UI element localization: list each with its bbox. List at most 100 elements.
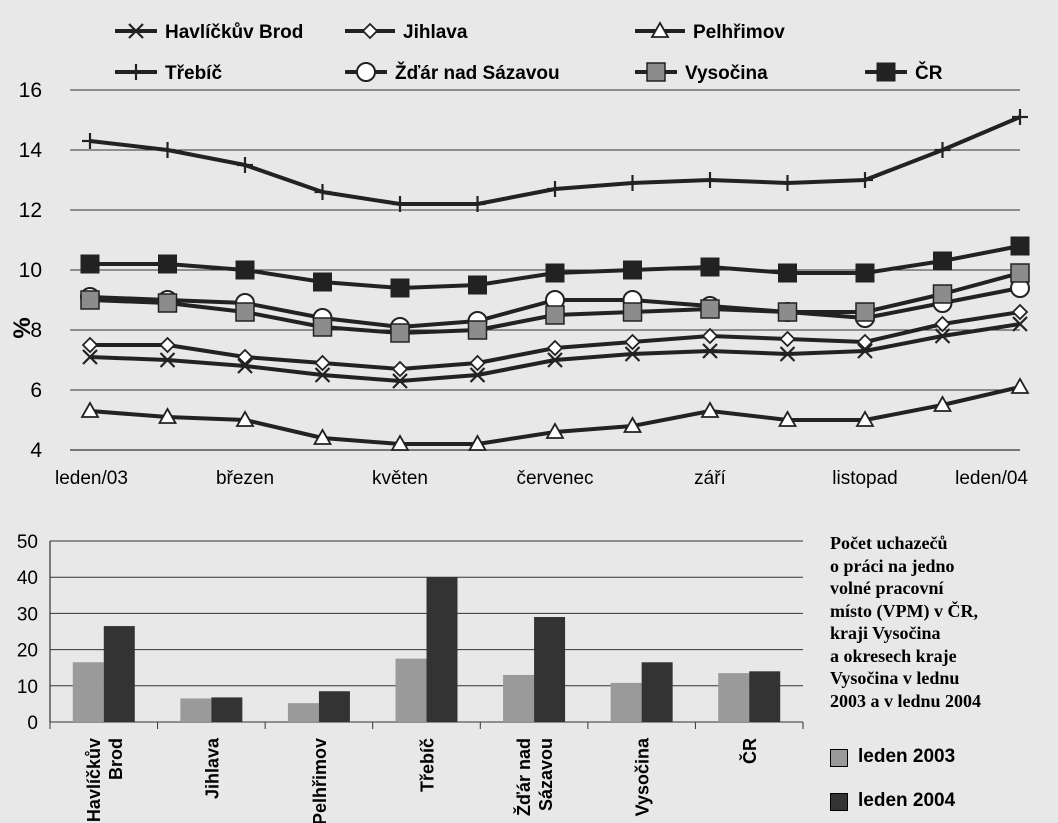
- data-point: [547, 181, 563, 197]
- data-point: [314, 354, 331, 372]
- x-tick-label: Žďár nad: [513, 738, 534, 816]
- y-tick-label: 10: [17, 677, 38, 698]
- x-tick-label: Vysočina: [633, 737, 653, 816]
- data-point: [779, 346, 796, 362]
- data-point: [702, 343, 718, 359]
- data-point: [779, 175, 796, 191]
- x-tick-label: březen: [216, 468, 274, 489]
- legend-label: Žďár nad Sázavou: [395, 62, 560, 84]
- bar-chart-title: Počet uchazečů o práci na jedno volné prac…: [830, 532, 1050, 712]
- data-point: [778, 263, 797, 283]
- legend-swatch-2004: [830, 793, 848, 811]
- x-tick-label: listopad: [832, 468, 898, 489]
- data-point: [624, 346, 641, 362]
- data-point: [80, 401, 100, 418]
- data-point: [701, 327, 719, 345]
- bar-2003: [395, 658, 427, 722]
- x-tick-label: Pelhřimov: [310, 738, 330, 823]
- data-point: [237, 358, 253, 374]
- data-point: [235, 260, 255, 280]
- data-point: [159, 336, 176, 354]
- data-point: [855, 263, 875, 283]
- data-point: [624, 333, 641, 351]
- data-point: [1011, 303, 1029, 321]
- data-point: [777, 302, 798, 322]
- data-point: [700, 257, 720, 277]
- data-point: [313, 272, 332, 292]
- bar-title-line: 2003 a v lednu 2004: [830, 690, 982, 711]
- data-point: [932, 284, 953, 304]
- data-point: [469, 196, 486, 212]
- data-point: [159, 142, 176, 158]
- legend-item-pelhrimov: Pelhřimov: [635, 21, 785, 43]
- data-point: [934, 328, 951, 344]
- legend-marker: [361, 22, 379, 40]
- x-tick-label: červenec: [516, 468, 593, 489]
- legend-label: Pelhřimov: [693, 22, 785, 43]
- series-trebic: [82, 109, 1028, 212]
- x-tick-label: Havlíčkův: [84, 738, 104, 822]
- bar-2004: [103, 626, 135, 722]
- data-point: [545, 263, 565, 283]
- data-point: [392, 196, 408, 212]
- bar-2004: [749, 671, 781, 722]
- data-point: [702, 172, 718, 188]
- bar-title-line: kraji Vysočina: [830, 623, 941, 643]
- y-tick-label: 6: [30, 379, 42, 402]
- legend-item-jihlava: Jihlava: [345, 22, 468, 43]
- line-chart: 4 6 8 10 12 14 16% leden/03 březen květen červenec…: [9, 79, 1030, 489]
- x-tick-label: květen: [372, 468, 428, 489]
- data-point: [1012, 316, 1028, 332]
- data-point: [81, 336, 99, 354]
- legend-marker: [650, 21, 670, 38]
- data-point: [700, 401, 720, 418]
- bar-2004: [211, 697, 243, 722]
- bar-title-line: o práci na jedno: [830, 555, 955, 576]
- x-tick-label: ČR: [739, 738, 760, 764]
- data-point: [777, 410, 798, 427]
- data-point: [1010, 236, 1030, 256]
- y-tick-label: 0: [27, 713, 38, 734]
- data-point: [80, 254, 100, 274]
- data-point: [932, 395, 953, 412]
- x-tick-label: září: [694, 468, 726, 489]
- y-axis-label: %: [9, 317, 36, 338]
- legend-marker: [128, 23, 144, 39]
- x-tick-label: Brod: [106, 738, 126, 780]
- data-point: [547, 352, 563, 368]
- data-point: [80, 290, 100, 310]
- data-point: [469, 367, 486, 383]
- data-point: [235, 302, 255, 322]
- data-point: [314, 367, 331, 383]
- legend-label: Jihlava: [403, 22, 468, 43]
- legend-marker: [646, 62, 666, 82]
- data-point: [157, 407, 178, 424]
- y-tick-label: 20: [17, 641, 38, 662]
- data-point: [1010, 263, 1030, 283]
- legend-marker: [128, 64, 144, 80]
- series-vysocina: [80, 263, 1030, 343]
- data-point: [934, 315, 951, 333]
- legend-item-vysocina: Vysočina: [635, 62, 768, 84]
- bar-2004: [318, 691, 350, 722]
- legend-item-2003: leden 2003: [830, 745, 1050, 771]
- data-point: [390, 434, 410, 451]
- bar-title-line: místo (VPM) v ČR,: [830, 600, 978, 621]
- data-point: [312, 317, 333, 337]
- legend-label-2004: leden 2004: [858, 790, 956, 811]
- legend-swatch-2003: [830, 749, 848, 767]
- bar-title-line: Počet uchazečů: [830, 533, 948, 553]
- data-point: [623, 260, 642, 280]
- data-point: [467, 434, 488, 451]
- bar-2003: [180, 698, 212, 722]
- legend-item-zdar-nad-sazavou: Žďár nad Sázavou: [345, 62, 560, 84]
- x-tick-label: Sázavou: [536, 738, 556, 811]
- data-point: [82, 133, 98, 149]
- legend-marker: [876, 62, 896, 82]
- data-point: [545, 422, 565, 439]
- legend-label: Třebíč: [165, 63, 222, 84]
- data-point: [312, 428, 333, 445]
- series-havlickuv-brod: [82, 316, 1028, 389]
- data-point: [933, 251, 952, 271]
